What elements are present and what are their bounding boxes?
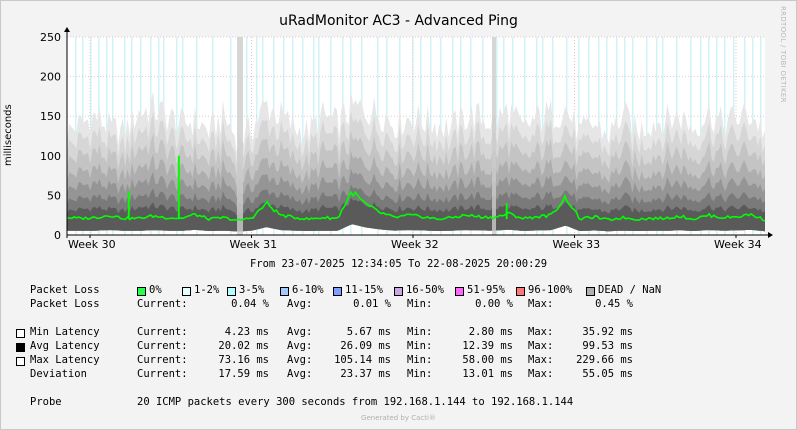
stat-label-min: Min:	[407, 298, 433, 310]
x-tick-label: Week 32	[391, 238, 439, 251]
stat-label-min: Min:	[407, 368, 433, 380]
stat-label-current: Current:	[137, 340, 188, 352]
x-tick-label: Week 34	[714, 238, 762, 251]
stat-current: 17.59 ms	[218, 368, 269, 380]
stat-min: 13.01 ms	[462, 368, 513, 380]
packet-loss-legend-label: Packet Loss	[30, 284, 100, 296]
y-tick-label: 0	[54, 229, 61, 242]
outage-gap	[492, 37, 496, 235]
stat-label-min: Min:	[407, 354, 433, 366]
x-tick-label: Week 31	[230, 238, 278, 251]
footer-credit: Generated by Cacti®	[361, 414, 436, 422]
loss-swatch-label: DEAD / NaN	[598, 284, 662, 296]
stat-current: 4.23 ms	[224, 326, 269, 338]
loss-swatch-label: 6-10%	[292, 284, 324, 296]
stat-row-label: Min Latency	[30, 326, 100, 338]
probe-description: 20 ICMP packets every 300 seconds from 1…	[137, 396, 574, 408]
stat-current: 0.04 %	[231, 298, 269, 310]
stat-label-min: Min:	[407, 326, 433, 338]
stat-min: 58.00 ms	[462, 354, 513, 366]
y-tick-label: 100	[40, 150, 61, 163]
stat-max: 0.45 %	[595, 298, 633, 310]
loss-marker	[606, 37, 608, 235]
loss-swatch	[455, 287, 464, 296]
chart-title: uRadMonitor AC3 - Advanced Ping	[279, 13, 518, 29]
loss-swatch-label: 3-5%	[239, 284, 265, 296]
x-tick-label: Week 33	[553, 238, 601, 251]
y-tick-label: 150	[40, 110, 61, 123]
y-tick-label: 200	[40, 71, 61, 84]
loss-swatch-label: 96-100%	[528, 284, 573, 296]
stat-max: 35.92 ms	[582, 326, 633, 338]
stat-max: 55.05 ms	[582, 368, 633, 380]
y-tick-label: 50	[47, 189, 61, 202]
y-axis-arrow	[64, 27, 70, 32]
ping-chart: 0 50 100 150 200 250 Week 30 Week 31 Week 32 Week…	[40, 27, 773, 251]
stat-row-label: Max Latency	[30, 354, 100, 366]
loss-marker	[662, 37, 664, 235]
stat-min: 12.39 ms	[462, 340, 513, 352]
stat-avg: 23.37 ms	[340, 368, 391, 380]
stat-min: 0.00 %	[475, 298, 513, 310]
stat-label-max: Max:	[528, 340, 554, 352]
loss-swatch	[280, 287, 289, 296]
stat-label-current: Current:	[137, 354, 188, 366]
stat-max: 99.53 ms	[582, 340, 633, 352]
loss-swatch	[182, 287, 191, 296]
stat-label-current: Current:	[137, 298, 188, 310]
stat-avg: 5.67 ms	[346, 326, 391, 338]
latency-swatch	[16, 329, 25, 338]
loss-swatch	[333, 287, 342, 296]
stat-avg: 26.09 ms	[340, 340, 391, 352]
stat-label-avg: Avg:	[287, 326, 313, 338]
loss-swatch	[516, 287, 525, 296]
loss-swatch	[137, 287, 146, 296]
x-axis-arrow	[768, 232, 773, 238]
stat-label-max: Max:	[528, 368, 554, 380]
stat-label-avg: Avg:	[287, 340, 313, 352]
stat-label-current: Current:	[137, 326, 188, 338]
stat-row-label: Packet Loss	[30, 298, 100, 310]
loss-swatch-label: 11-15%	[345, 284, 383, 296]
stat-row-label: Avg Latency	[30, 340, 100, 352]
x-tick-label: Week 30	[68, 238, 116, 251]
loss-swatch	[227, 287, 236, 296]
stat-label-max: Max:	[528, 326, 554, 338]
stat-label-min: Min:	[407, 340, 433, 352]
stat-label-max: Max:	[528, 354, 554, 366]
stat-label-avg: Avg:	[287, 368, 313, 380]
latency-swatch	[16, 343, 25, 352]
stat-min: 2.80 ms	[468, 326, 513, 338]
loss-swatch-label: 0%	[149, 284, 162, 296]
date-range: From 23-07-2025 12:34:05 To 22-08-2025 2…	[249, 258, 548, 270]
probe-label: Probe	[30, 396, 62, 408]
stat-current: 73.16 ms	[218, 354, 269, 366]
stat-avg: 105.14 ms	[334, 354, 391, 366]
loss-swatch	[586, 287, 595, 296]
loss-swatch	[394, 287, 403, 296]
stat-label-avg: Avg:	[287, 354, 313, 366]
stat-avg: 0.01 %	[353, 298, 391, 310]
loss-swatch-label: 51-95%	[467, 284, 505, 296]
stat-label-current: Current:	[137, 368, 188, 380]
stat-max: 229.66 ms	[576, 354, 633, 366]
median-latency-line	[66, 190, 766, 222]
loss-swatch-label: 1-2%	[194, 284, 220, 296]
loss-swatch-label: 16-50%	[406, 284, 444, 296]
stat-label-max: Max:	[528, 298, 554, 310]
stat-current: 20.02 ms	[218, 340, 269, 352]
loss-marker	[632, 37, 634, 235]
stat-label-avg: Avg:	[287, 298, 313, 310]
latency-swatch	[16, 357, 25, 366]
stat-row-label: Deviation	[30, 368, 87, 380]
outage-gap	[237, 37, 243, 235]
rrdtool-credit: RRDTOOL / TOBI OETIKER	[779, 6, 787, 103]
y-tick-label: 250	[40, 31, 61, 44]
loss-marker	[302, 37, 304, 235]
